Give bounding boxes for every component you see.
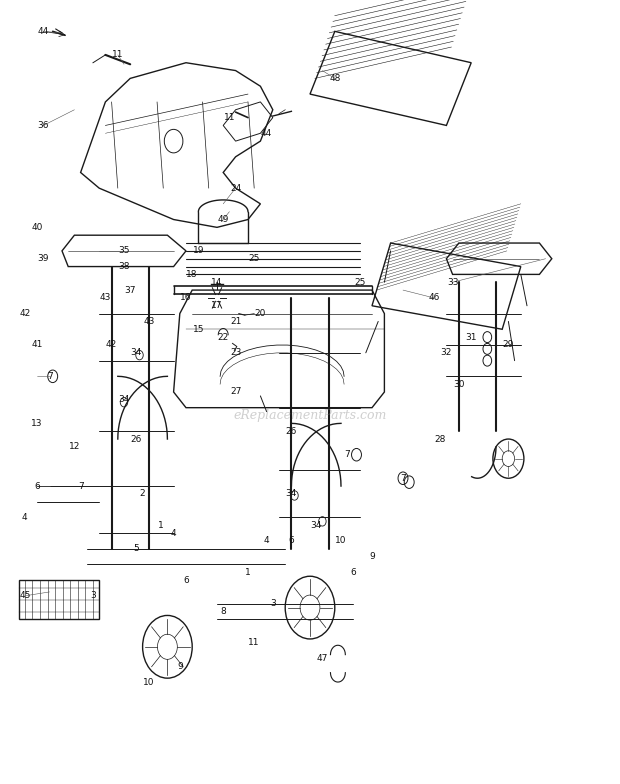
Text: 7: 7 [344, 450, 350, 459]
Text: 21: 21 [230, 317, 241, 326]
Text: 34: 34 [286, 489, 297, 499]
Text: 35: 35 [118, 246, 130, 256]
Text: 8: 8 [220, 607, 226, 616]
Text: 19: 19 [193, 246, 204, 256]
Text: 45: 45 [19, 591, 30, 601]
Text: 10: 10 [143, 677, 154, 687]
Text: 39: 39 [38, 254, 49, 263]
Text: 6: 6 [34, 481, 40, 491]
Text: 29: 29 [503, 340, 514, 350]
Text: 4: 4 [170, 528, 177, 538]
Text: 20: 20 [255, 309, 266, 318]
Text: 22: 22 [218, 332, 229, 342]
Text: 32: 32 [441, 348, 452, 358]
Text: 34: 34 [311, 521, 322, 530]
Text: 34: 34 [118, 395, 130, 405]
Text: 23: 23 [230, 348, 241, 358]
Text: 48: 48 [329, 74, 340, 83]
Text: 36: 36 [38, 121, 49, 130]
Text: 3: 3 [270, 599, 276, 608]
Text: 26: 26 [286, 426, 297, 436]
Text: 5: 5 [133, 544, 140, 554]
Text: 42: 42 [106, 340, 117, 350]
Text: 43: 43 [100, 293, 111, 303]
Text: 18: 18 [187, 270, 198, 279]
Text: 26: 26 [131, 434, 142, 444]
Text: 4: 4 [22, 513, 28, 522]
Text: 44: 44 [261, 129, 272, 138]
Text: 6: 6 [350, 568, 356, 577]
Text: 16: 16 [180, 293, 192, 303]
Text: 37: 37 [125, 285, 136, 295]
Text: 6: 6 [183, 575, 189, 585]
Text: 12: 12 [69, 442, 80, 452]
Text: 3: 3 [90, 591, 96, 601]
Text: 7: 7 [78, 481, 84, 491]
Text: 30: 30 [453, 379, 464, 389]
Text: 9: 9 [177, 662, 183, 671]
Text: 34: 34 [131, 348, 142, 358]
Text: 25: 25 [354, 278, 365, 287]
Text: 46: 46 [428, 293, 440, 303]
Text: 4: 4 [264, 536, 270, 546]
Text: 1: 1 [158, 521, 164, 530]
Text: 7: 7 [46, 372, 53, 381]
Text: 11: 11 [249, 638, 260, 648]
Text: 17: 17 [211, 301, 223, 310]
Text: 9: 9 [369, 552, 375, 561]
Text: 43: 43 [143, 317, 154, 326]
Text: 6: 6 [288, 536, 294, 546]
Text: 1: 1 [245, 568, 251, 577]
Text: 33: 33 [447, 278, 458, 287]
Text: 44: 44 [38, 27, 49, 36]
Text: 47: 47 [317, 654, 328, 663]
Text: 40: 40 [32, 223, 43, 232]
Text: 10: 10 [335, 536, 347, 546]
Text: 38: 38 [118, 262, 130, 271]
Text: 24: 24 [230, 183, 241, 193]
Text: 11: 11 [224, 113, 235, 122]
Text: 11: 11 [112, 50, 123, 60]
Text: 14: 14 [211, 278, 223, 287]
Text: eReplacementParts.com: eReplacementParts.com [233, 409, 387, 422]
Text: 13: 13 [32, 419, 43, 428]
Text: 15: 15 [193, 325, 204, 334]
Text: 27: 27 [230, 387, 241, 397]
Text: 42: 42 [19, 309, 30, 318]
Text: 25: 25 [249, 254, 260, 263]
Text: 28: 28 [435, 434, 446, 444]
Text: 2: 2 [140, 489, 146, 499]
Text: 41: 41 [32, 340, 43, 350]
Text: 49: 49 [218, 215, 229, 224]
Text: 31: 31 [466, 332, 477, 342]
Text: 7: 7 [400, 474, 406, 483]
